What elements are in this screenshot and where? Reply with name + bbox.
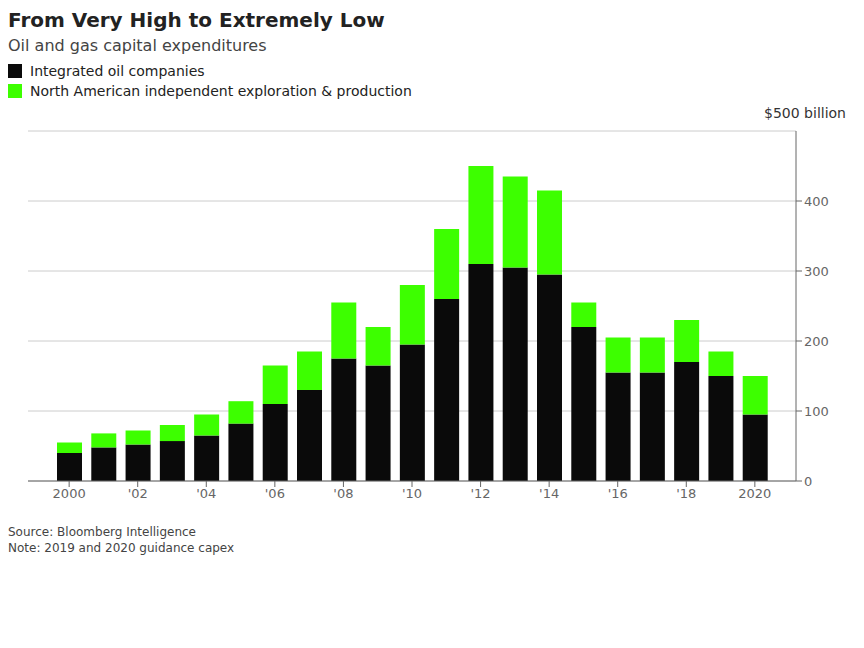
html-text:Oil and gas capital expenditur: Oil and gas capital expenditures	[8, 36, 267, 55]
html-text:$500 billion: $500 billion	[764, 105, 846, 121]
svg-text:300: 300	[804, 264, 829, 279]
svg-text:'12: '12	[471, 486, 491, 501]
html-text:North American independent exp: North American independent exploration &…	[30, 83, 412, 99]
svg-text:'08: '08	[333, 486, 353, 501]
html-text:Note: 2019 and 2020 guidance c: Note: 2019 and 2020 guidance capex	[8, 541, 235, 555]
svg-text:'16: '16	[608, 486, 628, 501]
svg-text:100: 100	[804, 404, 829, 419]
svg-text:400: 400	[804, 194, 829, 209]
svg-text:'18: '18	[676, 486, 696, 501]
svg-text:'10: '10	[402, 486, 422, 501]
svg-text:'02: '02	[128, 486, 148, 501]
html-text:From Very High to Extremely Lo: From Very High to Extremely Low	[8, 8, 385, 32]
svg-text:2020: 2020	[738, 486, 771, 501]
svg-text:'04: '04	[196, 486, 216, 501]
html-text:Source: Bloomberg Intelligence: Source: Bloomberg Intelligence	[8, 525, 196, 539]
svg-text:0: 0	[804, 474, 812, 489]
svg-text:2000: 2000	[53, 486, 86, 501]
svg-text:'06: '06	[265, 486, 285, 501]
html-text:Integrated oil companies: Integrated oil companies	[30, 63, 205, 79]
svg-text:'14: '14	[539, 486, 559, 501]
svg-text:200: 200	[804, 334, 829, 349]
